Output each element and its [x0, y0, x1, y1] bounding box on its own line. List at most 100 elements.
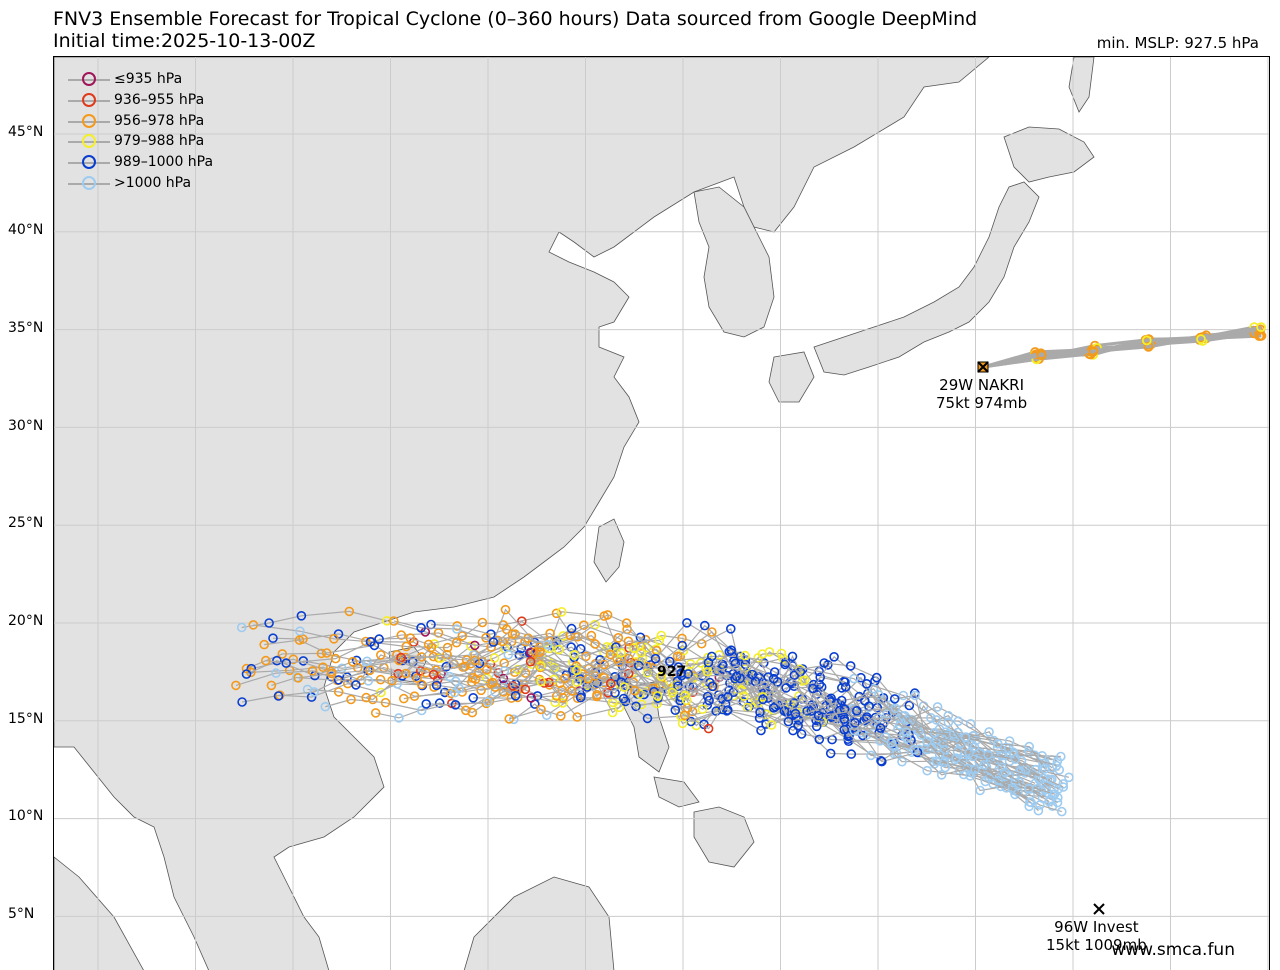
invest-label: 96W Invest 15kt 1009mb [1046, 918, 1147, 954]
japan-hokkaido [1003, 126, 1095, 183]
track-point [757, 649, 768, 659]
track-point [707, 681, 718, 692]
track-point [623, 668, 634, 679]
track-point [610, 688, 620, 698]
track-point [880, 732, 891, 742]
track-point [697, 704, 708, 715]
track-point [569, 649, 580, 660]
track-point [970, 764, 980, 775]
track-point [667, 687, 678, 698]
track-point [532, 691, 543, 701]
track-line [265, 632, 1057, 767]
track-point [421, 699, 432, 709]
track-point [910, 690, 920, 701]
track-point [400, 668, 411, 679]
track-point [677, 640, 688, 651]
track-point [442, 642, 453, 653]
track-point [819, 658, 830, 668]
track-point [636, 647, 647, 658]
track-point [565, 630, 576, 641]
legend-circle-icon [82, 113, 96, 128]
track-point [1010, 754, 1021, 764]
lat-label-45: 45°N [8, 124, 44, 140]
track-point [672, 651, 683, 662]
track-point [789, 698, 799, 708]
track-point [1007, 783, 1018, 793]
track-point [922, 736, 932, 747]
track-point [652, 691, 663, 701]
track-point [566, 686, 577, 696]
track-point [307, 666, 318, 676]
track-point [536, 704, 546, 715]
track-point [677, 633, 687, 644]
track-line [368, 646, 1031, 803]
track-point [271, 668, 281, 678]
track-point [979, 759, 989, 770]
track-point [1056, 806, 1067, 817]
track-point [868, 683, 879, 694]
track-point [599, 672, 610, 683]
philippines-mindanao [693, 806, 755, 868]
nakri-track-point [1088, 346, 1099, 357]
watermark: www.smca.fun [1111, 940, 1235, 960]
track-point [388, 616, 399, 626]
track-point [382, 615, 392, 626]
nakri-track-point [1256, 322, 1266, 333]
track-point [333, 687, 344, 697]
nakri-track-point [1141, 335, 1152, 346]
track-point [423, 639, 434, 650]
track-point [861, 678, 872, 689]
track-point [839, 714, 850, 725]
track-point [526, 693, 537, 703]
land-layer [54, 57, 1095, 970]
map-frame[interactable]: ≤935 hPa 936–955 hPa 956–978 hPa 979–988… [53, 56, 1270, 970]
track-point [854, 691, 865, 702]
track-point [825, 696, 836, 707]
legend-item: 979–988 hPa [68, 131, 213, 152]
track-point [548, 674, 559, 685]
track-point [960, 732, 971, 743]
track-point [398, 693, 409, 704]
ensemble-tracks [231, 604, 1074, 817]
peak-intensity-label: 927 [657, 664, 687, 680]
track-point [682, 617, 692, 628]
track-point [375, 674, 386, 685]
track-point [623, 653, 634, 664]
philippines-visayas [653, 776, 700, 808]
track-point [536, 676, 546, 687]
track-point [739, 691, 749, 701]
track-point [876, 756, 887, 767]
track-point [670, 705, 681, 716]
nakri-track-point [1036, 350, 1047, 361]
track-point [849, 673, 859, 684]
track-point [318, 662, 328, 673]
track-point [939, 757, 949, 768]
lat-label-5: 5°N [8, 906, 35, 922]
track-point [557, 698, 568, 708]
track-point [707, 627, 717, 637]
track-point [650, 653, 661, 664]
track-point [374, 634, 384, 644]
track-point [306, 692, 317, 702]
track-point [605, 649, 616, 660]
track-point [768, 673, 779, 684]
track-point [272, 655, 282, 666]
track-point [787, 651, 798, 662]
track-point [813, 710, 824, 721]
track-point [365, 665, 375, 676]
track-point [320, 701, 331, 712]
track-point [964, 747, 975, 758]
track-point [796, 729, 807, 739]
lat-label-15: 15°N [8, 711, 44, 727]
track-point [545, 628, 555, 639]
legend-item: ≤935 hPa [68, 69, 213, 90]
track-line [298, 646, 1050, 803]
track-point [1004, 756, 1015, 767]
track-point [525, 656, 536, 667]
track-point [507, 681, 518, 691]
track-point [477, 617, 488, 628]
track-point [806, 706, 817, 716]
track-point [814, 734, 825, 745]
track-point [259, 639, 269, 650]
track-point [444, 671, 455, 682]
